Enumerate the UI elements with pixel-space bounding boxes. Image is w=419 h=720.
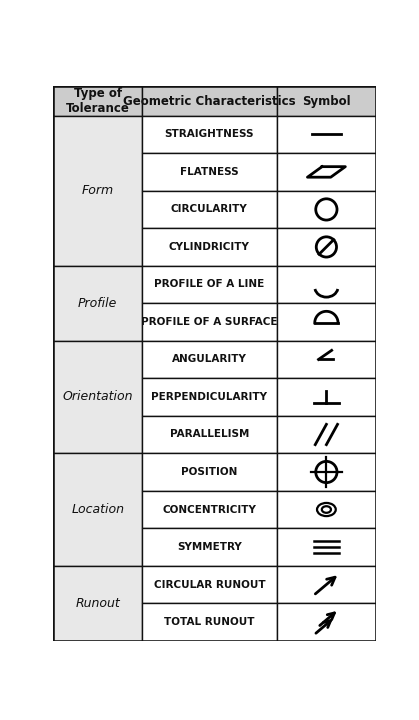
Bar: [142, 341, 277, 378]
Text: POSITION: POSITION: [181, 467, 238, 477]
Bar: [54, 86, 142, 116]
Bar: [142, 491, 277, 528]
Text: Runout: Runout: [75, 597, 120, 610]
Text: Location: Location: [71, 503, 124, 516]
Bar: [277, 415, 376, 454]
Bar: [142, 566, 277, 603]
Bar: [277, 86, 376, 116]
Text: Geometric Characteristics: Geometric Characteristics: [123, 94, 296, 107]
Bar: [54, 566, 142, 641]
Bar: [277, 303, 376, 341]
Bar: [277, 228, 376, 266]
Bar: [142, 116, 277, 153]
Text: STRAIGHTNESS: STRAIGHTNESS: [165, 130, 254, 140]
Bar: [142, 603, 277, 641]
Bar: [142, 228, 277, 266]
Text: PROFILE OF A SURFACE: PROFILE OF A SURFACE: [141, 317, 278, 327]
Text: Form: Form: [82, 184, 114, 197]
Text: SYMMETRY: SYMMETRY: [177, 542, 242, 552]
Bar: [142, 153, 277, 191]
Bar: [142, 415, 277, 454]
Bar: [277, 528, 376, 566]
Bar: [142, 528, 277, 566]
Text: TOTAL RUNOUT: TOTAL RUNOUT: [164, 617, 255, 627]
Bar: [142, 454, 277, 491]
Bar: [277, 116, 376, 153]
Text: Orientation: Orientation: [62, 390, 133, 403]
Bar: [142, 266, 277, 303]
Text: CYLINDRICITY: CYLINDRICITY: [169, 242, 250, 252]
Bar: [277, 191, 376, 228]
Text: PERPENDICULARITY: PERPENDICULARITY: [151, 392, 267, 402]
Bar: [54, 341, 142, 454]
Bar: [277, 266, 376, 303]
Bar: [277, 603, 376, 641]
Text: Type of
Tolerance: Type of Tolerance: [66, 87, 129, 115]
Bar: [142, 378, 277, 415]
Bar: [142, 303, 277, 341]
Bar: [54, 266, 142, 341]
Bar: [277, 341, 376, 378]
Bar: [54, 454, 142, 566]
Bar: [277, 566, 376, 603]
Text: CONCENTRICITY: CONCENTRICITY: [163, 505, 256, 515]
Text: PROFILE OF A LINE: PROFILE OF A LINE: [154, 279, 264, 289]
Text: Profile: Profile: [78, 297, 117, 310]
Bar: [277, 491, 376, 528]
Text: ANGULARITY: ANGULARITY: [172, 354, 247, 364]
Text: FLATNESS: FLATNESS: [180, 167, 239, 177]
Text: Symbol: Symbol: [302, 94, 351, 107]
Bar: [277, 378, 376, 415]
Text: CIRCULARITY: CIRCULARITY: [171, 204, 248, 215]
Bar: [142, 191, 277, 228]
Bar: [277, 454, 376, 491]
Text: PARALLELISM: PARALLELISM: [170, 430, 249, 439]
Text: CIRCULAR RUNOUT: CIRCULAR RUNOUT: [153, 580, 265, 590]
Bar: [142, 86, 277, 116]
Bar: [277, 153, 376, 191]
Bar: [54, 116, 142, 266]
